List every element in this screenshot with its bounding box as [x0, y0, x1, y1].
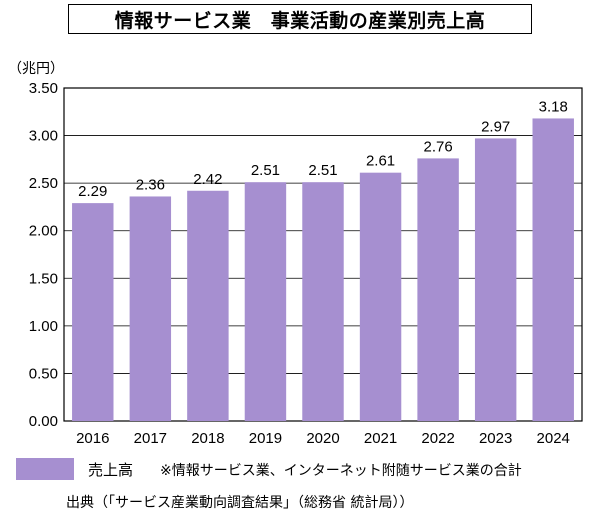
bar — [359, 172, 402, 421]
bar — [302, 182, 344, 421]
source-note: 出典（「サービス産業動向調査結果」（総務省 統計局）） — [66, 495, 414, 511]
data-label: 2.51 — [251, 162, 280, 179]
data-label: 2.97 — [481, 118, 510, 135]
x-tick-label: 2016 — [76, 430, 109, 447]
data-label: 2.42 — [193, 171, 222, 188]
bar — [417, 158, 459, 422]
y-tick-label: 1.50 — [29, 270, 58, 287]
x-tick-label: 2022 — [421, 430, 454, 447]
bar — [187, 190, 229, 421]
x-tick-label: 2020 — [306, 430, 339, 447]
data-label: 2.29 — [78, 183, 107, 200]
bar — [532, 118, 574, 422]
x-tick-label: 2018 — [191, 430, 224, 447]
data-label: 2.76 — [424, 138, 453, 155]
y-tick-label: 1.00 — [29, 318, 58, 335]
data-label: 2.51 — [308, 162, 337, 179]
x-tick-label: 2021 — [364, 430, 397, 447]
y-tick-label: 3.00 — [29, 128, 58, 145]
bar — [244, 182, 287, 421]
bar — [72, 203, 114, 421]
data-label: 2.36 — [136, 176, 165, 193]
x-tick-label: 2024 — [537, 430, 570, 447]
data-label: 3.18 — [539, 98, 568, 115]
x-tick-label: 2023 — [479, 430, 512, 447]
legend-note: ※情報サービス業、インターネット附随サービス業の合計 — [160, 463, 522, 479]
bar — [129, 196, 172, 421]
y-tick-label: 0.50 — [29, 365, 58, 382]
bar — [474, 138, 517, 421]
y-axis-unit-label: （兆円） — [8, 61, 64, 77]
y-tick-label: 0.00 — [29, 413, 58, 430]
data-label: 2.61 — [366, 153, 395, 170]
y-tick-label: 2.50 — [29, 175, 58, 192]
legend-series-label: 売上高 — [88, 461, 134, 479]
legend-swatch — [16, 458, 74, 480]
y-tick-label: 2.00 — [29, 223, 58, 240]
x-tick-label: 2017 — [134, 430, 167, 447]
x-tick-label: 2019 — [249, 430, 282, 447]
chart-title: 情報サービス業 事業活動の産業別売上高 — [68, 4, 532, 34]
y-tick-label: 3.50 — [29, 80, 58, 97]
